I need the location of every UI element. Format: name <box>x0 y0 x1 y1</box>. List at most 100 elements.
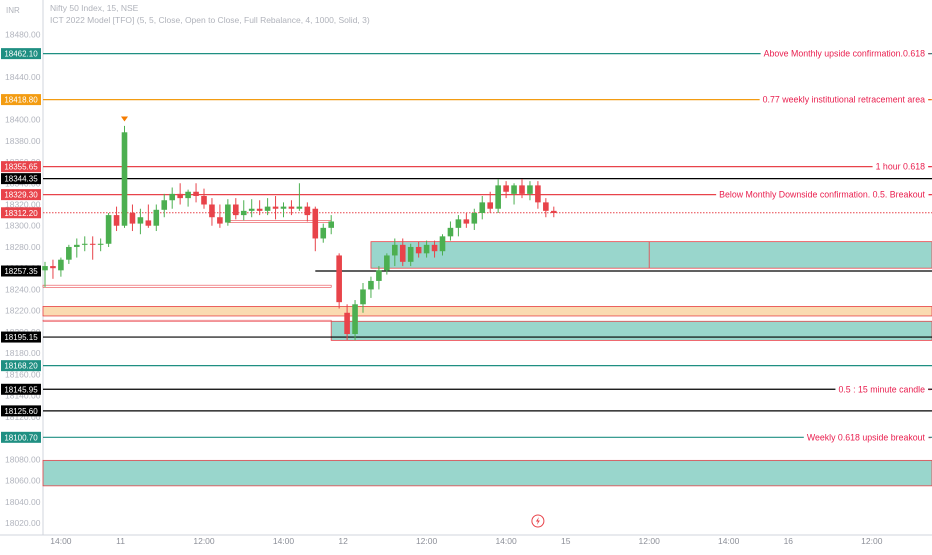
candle-body <box>161 200 168 210</box>
y-tick-label: 18180.00 <box>5 348 41 358</box>
zone-box <box>42 306 932 317</box>
candle-body <box>423 244 430 254</box>
y-tick-label: 18280.00 <box>5 242 41 252</box>
price-badge <box>1 189 41 201</box>
candle-body <box>471 212 478 224</box>
price-badge <box>1 383 41 395</box>
y-tick-label: 18240.00 <box>5 284 41 294</box>
y-tick-label: 18320.00 <box>5 199 41 209</box>
candle-body <box>503 185 509 192</box>
level-label-bg <box>803 432 929 443</box>
x-tick-label: 15 <box>561 536 571 546</box>
price-badge <box>1 161 41 173</box>
price-badge-text: 18100.70 <box>4 433 38 442</box>
candle-body <box>399 244 406 262</box>
candle-body <box>233 204 239 216</box>
x-tick-label: 12:00 <box>861 536 883 546</box>
candle-body <box>527 185 533 194</box>
level-label-dash: - <box>928 95 931 105</box>
candle-body <box>384 255 390 271</box>
y-tick-label: 18220.00 <box>5 306 41 316</box>
symbol-title[interactable]: Nifty 50 Index, 15, NSE <box>50 3 139 13</box>
candle-body <box>153 209 160 226</box>
price-badge-text: 18462.10 <box>4 50 38 59</box>
y-tick-label: 18400.00 <box>5 115 41 125</box>
x-tick-label: 12 <box>338 536 348 546</box>
zone-box <box>330 320 932 341</box>
y-tick-label: 18140.00 <box>5 391 41 401</box>
candle-body <box>97 243 104 245</box>
candle-body <box>145 220 152 226</box>
level-label: Above Monthly upside confirmation.0.618 <box>764 49 925 59</box>
level-label-dash: - <box>928 432 931 442</box>
candle-body <box>511 185 517 194</box>
candle-body <box>360 289 366 305</box>
candle-body <box>487 202 493 209</box>
level-label-bg <box>760 48 929 59</box>
candle-body <box>256 208 263 211</box>
candle-body <box>129 212 136 224</box>
indicator-title[interactable]: ICT 2022 Model [TFO] (5, 5, Close, Open … <box>50 15 370 25</box>
x-tick-label: 14:00 <box>495 536 517 546</box>
price-badge <box>1 331 41 343</box>
candle-body <box>479 202 486 213</box>
level-label-dash: - <box>928 162 931 172</box>
candle-body <box>217 217 223 224</box>
imbalance-box <box>42 284 332 288</box>
x-tick-label: 11 <box>116 536 125 546</box>
candle-body <box>463 219 470 224</box>
candle-body <box>169 193 175 201</box>
candle-body <box>296 206 303 209</box>
candle-body <box>113 215 120 226</box>
candle-body <box>185 191 191 199</box>
candle-body <box>320 227 327 239</box>
candle-body <box>177 193 183 199</box>
price-badge-text: 18312.20 <box>4 209 38 218</box>
candle-body <box>535 185 541 203</box>
level-label-bg <box>759 94 929 105</box>
x-tick-label: 12:00 <box>416 536 438 546</box>
x-tick-label: 14:00 <box>273 536 295 546</box>
candle-body <box>392 244 398 256</box>
candle-body <box>368 280 374 290</box>
price-badge <box>1 173 41 185</box>
level-label-dash: - <box>928 190 931 200</box>
imbalance-box <box>42 319 332 322</box>
level-label: Weekly 0.618 upside breakout <box>807 432 926 442</box>
price-badge <box>1 405 41 417</box>
x-tick-label: 16 <box>784 536 794 546</box>
x-tick-label: 12:00 <box>193 536 215 546</box>
candle-body <box>328 221 334 228</box>
candle-body <box>121 132 128 226</box>
candle-body <box>551 210 557 213</box>
price-badge-text: 18355.65 <box>4 163 38 172</box>
y-tick-label: 18120.00 <box>5 412 41 422</box>
candle-body <box>352 304 358 335</box>
candle-body <box>431 244 438 252</box>
price-badge <box>1 265 41 277</box>
level-label: Below Monthly Downside confirmation. 0.5… <box>719 190 925 200</box>
price-badge <box>1 48 41 60</box>
candle-body <box>193 191 199 196</box>
y-tick-label: 18060.00 <box>5 476 41 486</box>
zone-box <box>42 459 932 487</box>
y-tick-label: 18020.00 <box>5 518 41 528</box>
price-badge-text: 18344.35 <box>4 175 38 184</box>
candle-body <box>81 243 88 245</box>
level-label: 1 hour 0.618 <box>876 162 926 172</box>
y-tick-label: 18480.00 <box>5 30 41 40</box>
price-badge-text: 18168.20 <box>4 362 38 371</box>
price-badge-text: 18418.80 <box>4 96 38 105</box>
candle-body <box>495 185 501 209</box>
candle-body <box>42 266 48 271</box>
candle-body <box>543 202 549 211</box>
x-tick-label: 14:00 <box>718 536 740 546</box>
level-label-dash: - <box>928 49 931 59</box>
candle-body <box>455 219 462 228</box>
candle-body <box>280 206 287 209</box>
candle-body <box>447 227 454 237</box>
candle-body <box>344 312 350 335</box>
candle-body <box>376 270 382 281</box>
